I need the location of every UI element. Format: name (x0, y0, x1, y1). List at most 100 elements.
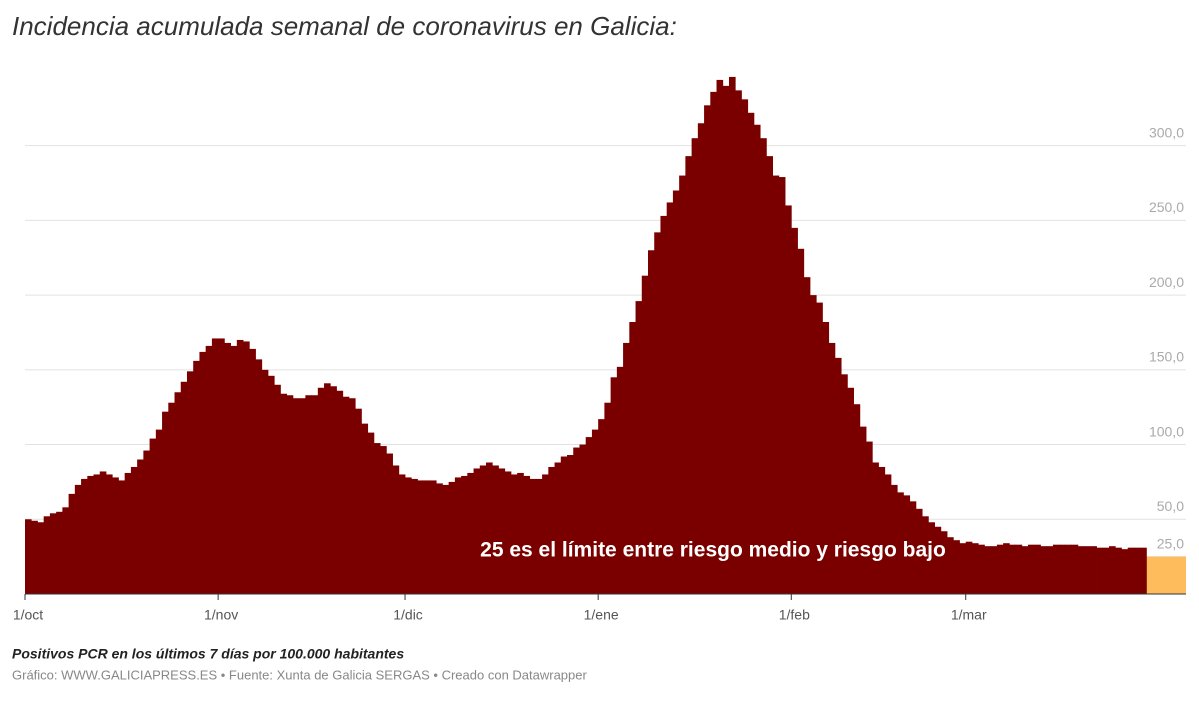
bar (1127, 547, 1135, 594)
bar (143, 450, 150, 594)
bar (305, 395, 312, 594)
bar (760, 138, 767, 594)
x-tick-label: 1/ene (584, 607, 619, 623)
bar (236, 339, 244, 594)
bar (728, 76, 736, 594)
bar (1096, 547, 1104, 594)
bar (996, 544, 1004, 594)
bar (922, 516, 929, 594)
bar (928, 522, 935, 594)
bar (890, 484, 898, 594)
bar (1028, 544, 1035, 594)
bar (517, 472, 524, 594)
bar (37, 522, 45, 594)
bar (785, 205, 792, 594)
bar (585, 437, 593, 594)
chart-title: Incidencia acumulada semanal de coronavi… (12, 11, 677, 41)
bar (454, 477, 462, 594)
y-tick-label: 50,0 (1157, 498, 1184, 514)
bar (778, 177, 786, 595)
bar (1015, 544, 1023, 594)
bar (174, 392, 182, 594)
bar (31, 520, 38, 594)
bar (473, 468, 481, 594)
chart-note: Positivos PCR en los últimos 7 días por … (12, 646, 404, 662)
bar (529, 478, 537, 594)
bar (1034, 544, 1041, 594)
bar (1071, 544, 1079, 594)
bar (984, 546, 992, 594)
bar (243, 341, 250, 594)
bar (162, 411, 169, 594)
bar (741, 99, 749, 594)
bar (548, 466, 555, 594)
bar (429, 480, 437, 594)
bar (884, 474, 892, 594)
bar (398, 474, 406, 594)
bar (124, 472, 132, 594)
bar (953, 540, 960, 594)
bar (186, 371, 194, 594)
bar (660, 215, 668, 594)
bar (510, 474, 518, 594)
bar (249, 348, 256, 594)
bar (878, 466, 886, 594)
bar (342, 396, 350, 594)
bar (361, 423, 369, 594)
bar (118, 480, 126, 594)
bar (803, 277, 811, 594)
bar (49, 513, 57, 594)
bar (81, 478, 88, 594)
bar (791, 227, 798, 594)
bar (1102, 547, 1110, 594)
bar (598, 419, 605, 594)
bar (112, 477, 119, 594)
x-tick-label: 1/dic (393, 607, 423, 623)
bar (261, 369, 269, 594)
bar (560, 456, 568, 594)
bar (1109, 546, 1116, 594)
y-tick-label: 25,0 (1157, 535, 1184, 551)
bar (535, 478, 543, 594)
bar (915, 508, 923, 594)
bar (224, 342, 231, 594)
bar (847, 387, 854, 594)
bar (903, 495, 911, 594)
bar (149, 438, 157, 594)
bar (959, 543, 967, 594)
bar (62, 507, 70, 594)
bar (610, 377, 618, 594)
bar (934, 526, 942, 594)
bar (971, 543, 979, 594)
y-tick-label: 200,0 (1149, 274, 1184, 290)
bar (43, 516, 51, 594)
bar (205, 345, 213, 594)
bar (492, 465, 499, 594)
bar (704, 105, 711, 595)
x-tick-label: 1/nov (204, 607, 238, 623)
bar (461, 475, 468, 594)
bar (672, 190, 680, 594)
y-tick-label: 100,0 (1149, 423, 1184, 439)
bar (654, 232, 661, 594)
bar (909, 501, 917, 594)
bar (722, 85, 730, 594)
bar (1140, 547, 1147, 594)
bar (168, 402, 175, 594)
bar (679, 175, 686, 595)
bar (423, 480, 431, 594)
bar (1021, 546, 1029, 594)
bar (735, 90, 742, 594)
bar (1115, 547, 1122, 594)
bar (822, 322, 830, 594)
bar (93, 474, 101, 594)
y-tick-label: 150,0 (1149, 349, 1184, 365)
bar (965, 541, 973, 594)
bar (1084, 546, 1091, 594)
bar (299, 398, 306, 594)
y-tick-label: 300,0 (1149, 124, 1184, 140)
bar (479, 465, 487, 594)
bar (1121, 549, 1129, 594)
bar (648, 250, 655, 594)
bar (193, 360, 200, 594)
